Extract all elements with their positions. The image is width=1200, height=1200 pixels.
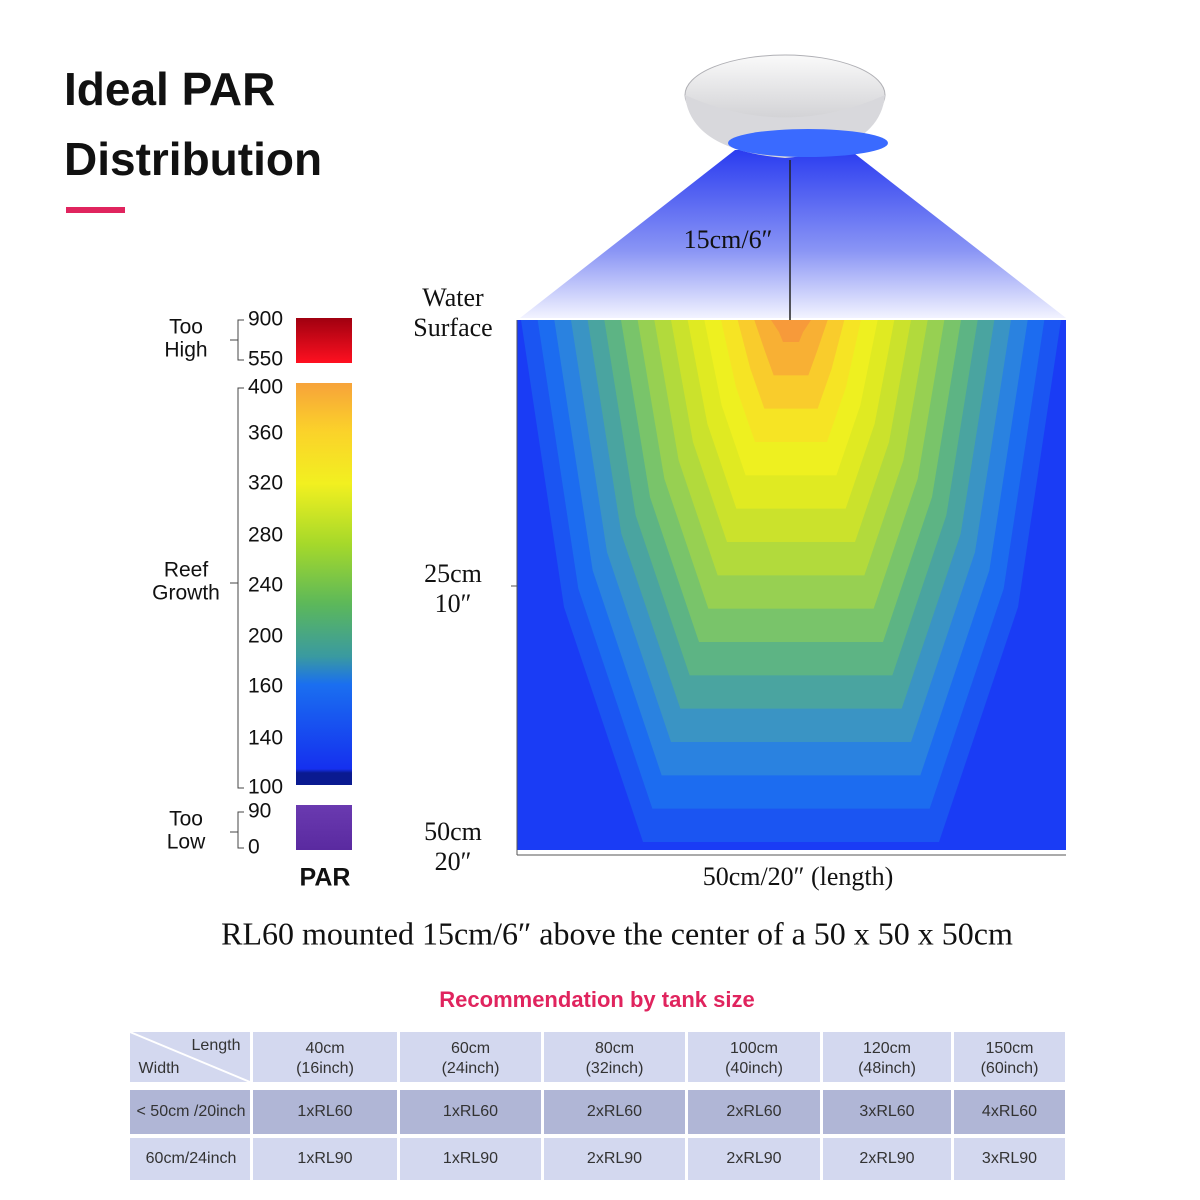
table-value: 4xRL60: [982, 1103, 1037, 1120]
column-header: 150cm: [985, 1040, 1033, 1057]
table-cell: [253, 1138, 397, 1180]
depth-label: Surface: [413, 313, 492, 342]
length-label: 50cm/20″ (length): [703, 862, 894, 891]
scale-tick-label: 280: [248, 524, 283, 547]
table-cell: [688, 1090, 820, 1134]
bracket: [230, 811, 244, 849]
table-value: 2xRL60: [726, 1103, 781, 1120]
table-cell: [400, 1138, 541, 1180]
column-header: (60inch): [981, 1060, 1039, 1077]
title: Distribution: [64, 133, 322, 185]
scale-tick-label: 160: [248, 675, 283, 698]
scale-group-label: Low: [167, 831, 206, 854]
column-header: 120cm: [863, 1040, 911, 1057]
title: Ideal PAR: [64, 63, 275, 115]
table-cell: [823, 1032, 951, 1082]
column-header: (48inch): [858, 1060, 916, 1077]
table-cell: [954, 1138, 1065, 1180]
column-header: (32inch): [586, 1060, 644, 1077]
depth-label: 20″: [435, 847, 472, 876]
tank: [517, 320, 1066, 850]
table-cell: [544, 1138, 685, 1180]
column-header: 100cm: [730, 1040, 778, 1057]
scale-group-label: Too: [169, 316, 203, 339]
depth-label: 25cm: [424, 559, 482, 588]
table-value: 2xRL60: [587, 1103, 642, 1120]
bracket: [230, 319, 244, 361]
table-cell: [688, 1032, 820, 1082]
table-cell: [954, 1090, 1065, 1134]
depth-label: 50cm: [424, 817, 482, 846]
table-cell: [544, 1090, 685, 1134]
table-title: Recommendation by tank size: [439, 987, 754, 1012]
par-layer: [754, 320, 828, 376]
table-cell: [544, 1032, 685, 1082]
table-value: 1xRL60: [297, 1103, 352, 1120]
corner-row-header: Width: [139, 1060, 180, 1077]
scale-tick-label: 240: [248, 574, 283, 597]
light-beam: [520, 150, 1066, 318]
table-value: 3xRL60: [859, 1103, 914, 1120]
reef-bar: [296, 383, 352, 785]
column-header: (24inch): [442, 1060, 500, 1077]
caption: RL60 mounted 15cm/6″ above the center of…: [221, 915, 1013, 951]
scale-tick-label: 0: [248, 836, 260, 859]
table-cell: [688, 1138, 820, 1180]
scale-tick-label: 100: [248, 776, 283, 799]
table-value: 3xRL90: [982, 1150, 1037, 1167]
mount-height: 15cm/6″: [684, 225, 773, 254]
table-cell: [130, 1090, 250, 1134]
scale-tick-label: 90: [248, 800, 271, 823]
table-cell: [954, 1032, 1065, 1082]
table-value: 2xRL90: [726, 1150, 781, 1167]
table-value: 1xRL90: [297, 1150, 352, 1167]
column-header: (16inch): [296, 1060, 354, 1077]
scale-group-label: High: [164, 339, 207, 362]
title-underline: [66, 207, 125, 213]
too-low-bar: [296, 805, 352, 850]
column-header: 60cm: [451, 1040, 490, 1057]
par-layer: [771, 320, 811, 342]
table-cell: [253, 1090, 397, 1134]
column-header: 40cm: [305, 1040, 344, 1057]
scale-tick-label: 400: [248, 376, 283, 399]
bracket: [230, 387, 244, 789]
scale-tick-label: 900: [248, 308, 283, 331]
table-cell: [130, 1138, 250, 1180]
table-value: 2xRL90: [859, 1150, 914, 1167]
row-header: 60cm/24inch: [146, 1150, 237, 1167]
corner-diagonal: [129, 1031, 251, 1083]
table-cell: [823, 1090, 951, 1134]
row-header: < 50cm /20inch: [137, 1103, 246, 1120]
depth-label: Water: [422, 283, 484, 312]
column-header: 80cm: [595, 1040, 634, 1057]
too-high-bar: [296, 318, 352, 363]
table-value: 1xRL90: [443, 1150, 498, 1167]
scale-tick-label: 360: [248, 422, 283, 445]
scale-group-label: Too: [169, 808, 203, 831]
scale-group-label: Reef: [164, 559, 209, 582]
scale-tick-label: 550: [248, 348, 283, 371]
table-value: 1xRL60: [443, 1103, 498, 1120]
scale-tick-label: 140: [248, 727, 283, 750]
table-cell: [253, 1032, 397, 1082]
table-cell: [400, 1090, 541, 1134]
lamp-led: [728, 129, 888, 157]
table-cell: [400, 1032, 541, 1082]
table-cell: [823, 1138, 951, 1180]
scale-group-label: Growth: [152, 582, 220, 605]
corner-column-header: Length: [192, 1037, 241, 1054]
scale-axis-label: PAR: [300, 864, 351, 892]
scale-tick-label: 200: [248, 625, 283, 648]
column-header: (40inch): [725, 1060, 783, 1077]
scale-tick-label: 320: [248, 472, 283, 495]
table-value: 2xRL90: [587, 1150, 642, 1167]
depth-label: 10″: [435, 589, 472, 618]
